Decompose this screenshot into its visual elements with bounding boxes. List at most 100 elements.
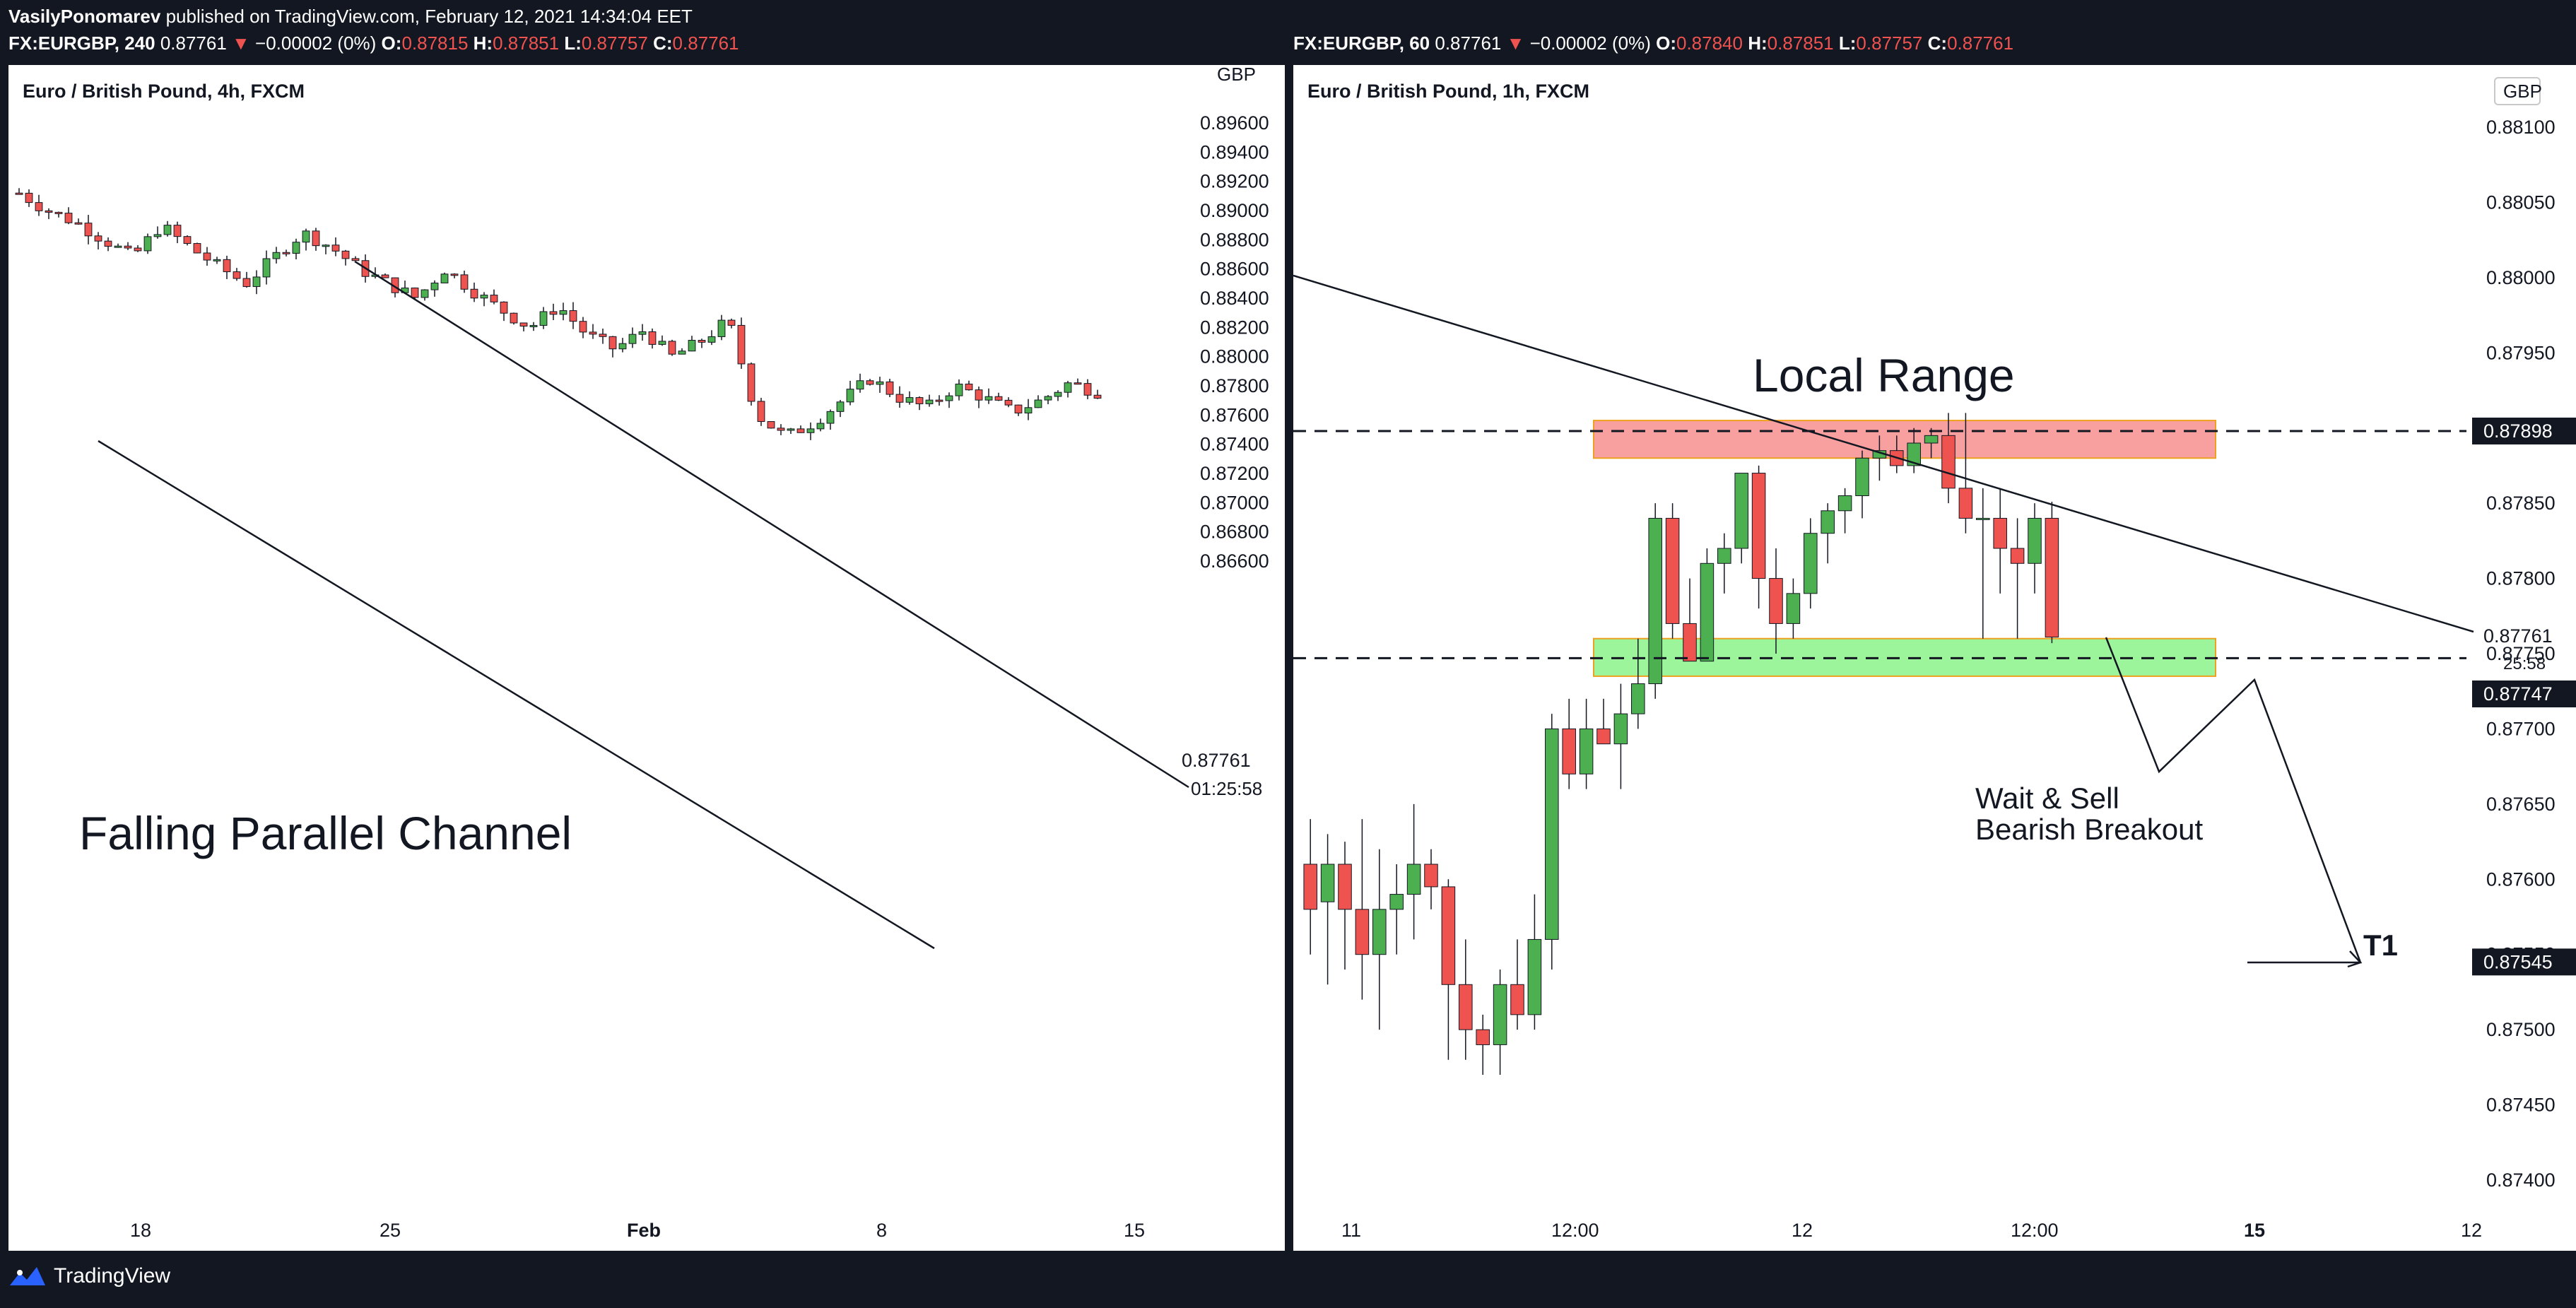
right-l-label: L: bbox=[1838, 33, 1857, 54]
candle-body bbox=[519, 322, 528, 327]
candle-body bbox=[836, 401, 845, 412]
currency-badge[interactable] bbox=[2494, 77, 2541, 105]
left-symbol: FX:EURGBP, 240 bbox=[8, 33, 155, 54]
y-tick-label: 0.87500 bbox=[2486, 1019, 2556, 1040]
right-l-value: 0.87757 bbox=[1856, 33, 1923, 54]
candle-body bbox=[203, 252, 211, 261]
right-h-label: H: bbox=[1748, 33, 1768, 54]
candle-body bbox=[153, 234, 162, 237]
candle-body bbox=[737, 324, 746, 365]
footer-bar: TradingView bbox=[0, 1253, 2576, 1308]
publish-info: VasilyPonomarev published on TradingView… bbox=[8, 6, 693, 28]
y-tick-label: 0.87200 bbox=[1200, 463, 1269, 484]
chart-4h-svg[interactable]: Euro / British Pound, 4h, FXCM GBP 0.896… bbox=[8, 65, 1285, 1251]
candle-body bbox=[975, 389, 983, 401]
chart-1h-countdown: 25:58 bbox=[2503, 654, 2546, 673]
projection-path bbox=[2105, 637, 2362, 964]
descending-trendline[interactable] bbox=[1293, 274, 2474, 633]
chart-1h-svg[interactable]: Euro / British Pound, 1h, FXCM GBP 0.881… bbox=[1293, 65, 2576, 1251]
candle-body bbox=[1562, 728, 1576, 774]
bearish-breakout-label: Bearish Breakout bbox=[1975, 813, 2204, 846]
left-l-value: 0.87757 bbox=[581, 33, 648, 54]
candle-body bbox=[1493, 984, 1507, 1045]
candle-body bbox=[1837, 495, 1852, 512]
y-tick-label: 0.87450 bbox=[2486, 1095, 2556, 1116]
candle-body bbox=[1769, 578, 1783, 624]
candle-body bbox=[213, 259, 221, 261]
candle-body bbox=[173, 225, 182, 237]
candle-body bbox=[678, 350, 686, 355]
candle-body bbox=[322, 244, 330, 247]
candle-body bbox=[94, 235, 102, 242]
candle-body bbox=[1734, 473, 1748, 549]
y-tick-label: 0.87950 bbox=[2486, 342, 2556, 363]
candle-body bbox=[717, 319, 726, 337]
candle-body bbox=[272, 252, 281, 259]
right-down-arrow-icon: ▼ bbox=[1506, 33, 1525, 54]
candle-body bbox=[440, 273, 449, 283]
candle-body bbox=[104, 240, 112, 247]
candle-body bbox=[1372, 909, 1387, 955]
candle-body bbox=[1545, 728, 1559, 940]
candle-body bbox=[143, 236, 152, 252]
x-tick-label: 11 bbox=[1341, 1220, 1361, 1241]
candle-body bbox=[638, 331, 647, 335]
candle-body bbox=[2028, 517, 2042, 564]
y-tick-label: 0.88100 bbox=[2486, 117, 2556, 138]
channel-lower-line[interactable] bbox=[98, 440, 935, 950]
candle-body bbox=[460, 274, 469, 290]
candle-body bbox=[767, 421, 775, 429]
left-c-label: C: bbox=[653, 33, 673, 54]
left-o-value: 0.87815 bbox=[401, 33, 469, 54]
candle-body bbox=[1510, 984, 1524, 1015]
candle-body bbox=[351, 258, 360, 261]
candle-body bbox=[628, 334, 637, 344]
wait-sell-label: Wait & Sell bbox=[1975, 782, 2119, 815]
x-tick-label: 15 bbox=[1124, 1220, 1145, 1241]
candle-body bbox=[1034, 399, 1042, 408]
falling-channel-label: Falling Parallel Channel bbox=[79, 807, 572, 859]
y-tick-label: 0.87600 bbox=[2486, 868, 2556, 890]
candle-body bbox=[945, 395, 953, 401]
candle-body bbox=[262, 258, 271, 278]
x-tick-label: 12 bbox=[2461, 1220, 2482, 1241]
candle-body bbox=[45, 210, 53, 213]
candle-body bbox=[1044, 396, 1052, 401]
chart-1h-panel[interactable]: Euro / British Pound, 1h, FXCM GBP 0.881… bbox=[1293, 65, 2576, 1251]
candle-body bbox=[64, 213, 73, 223]
price-tag-label: 0.87545 bbox=[2483, 951, 2553, 972]
candle-body bbox=[1786, 593, 1801, 624]
candle-body bbox=[559, 310, 567, 315]
channel-upper-line[interactable] bbox=[354, 260, 1189, 789]
x-tick-label: Feb bbox=[627, 1220, 661, 1241]
resistance-zone[interactable] bbox=[1593, 420, 2216, 459]
tradingview-logo[interactable]: TradingView bbox=[8, 1264, 170, 1288]
price-tag-box bbox=[2472, 948, 2576, 976]
candle-body bbox=[688, 340, 696, 352]
candle-body bbox=[965, 383, 973, 391]
candle-body bbox=[648, 331, 657, 345]
left-change: −0.00002 (0%) bbox=[255, 33, 377, 54]
chart-1h-y-axis: 0.881000.880500.880000.879500.879000.878… bbox=[2486, 117, 2556, 1191]
candle-body bbox=[1700, 562, 1715, 662]
y-tick-label: 0.87000 bbox=[1200, 492, 1269, 513]
chart-4h-y-axis: 0.89600 0.89400 0.89200 0.89000 0.88800 0.886… bbox=[1200, 112, 1269, 572]
chart-1h-price-tags: 0.87898 0.87761 0.87747 0.87545 bbox=[2472, 417, 2576, 976]
y-tick-label: 0.88600 bbox=[1200, 259, 1269, 280]
candle-body bbox=[74, 222, 83, 225]
chart-4h-x-axis: 18 25 Feb 8 15 bbox=[130, 1220, 1145, 1241]
y-tick-label: 0.89000 bbox=[1200, 200, 1269, 221]
candle-body bbox=[124, 245, 132, 249]
tradingview-logo-icon bbox=[10, 1267, 45, 1285]
chart-4h-panel[interactable]: Euro / British Pound, 4h, FXCM GBP 0.896… bbox=[8, 65, 1285, 1251]
candle-body bbox=[895, 394, 904, 403]
candle-body bbox=[698, 340, 706, 343]
chart-1h-candles bbox=[1303, 413, 2059, 1075]
right-h-value: 0.87851 bbox=[1767, 33, 1834, 54]
candle-body bbox=[510, 312, 518, 324]
candle-body bbox=[312, 230, 320, 247]
candle-body bbox=[35, 202, 43, 211]
candle-body bbox=[886, 381, 894, 395]
candle-body bbox=[1579, 728, 1594, 774]
y-tick-label: 0.88800 bbox=[1200, 229, 1269, 250]
